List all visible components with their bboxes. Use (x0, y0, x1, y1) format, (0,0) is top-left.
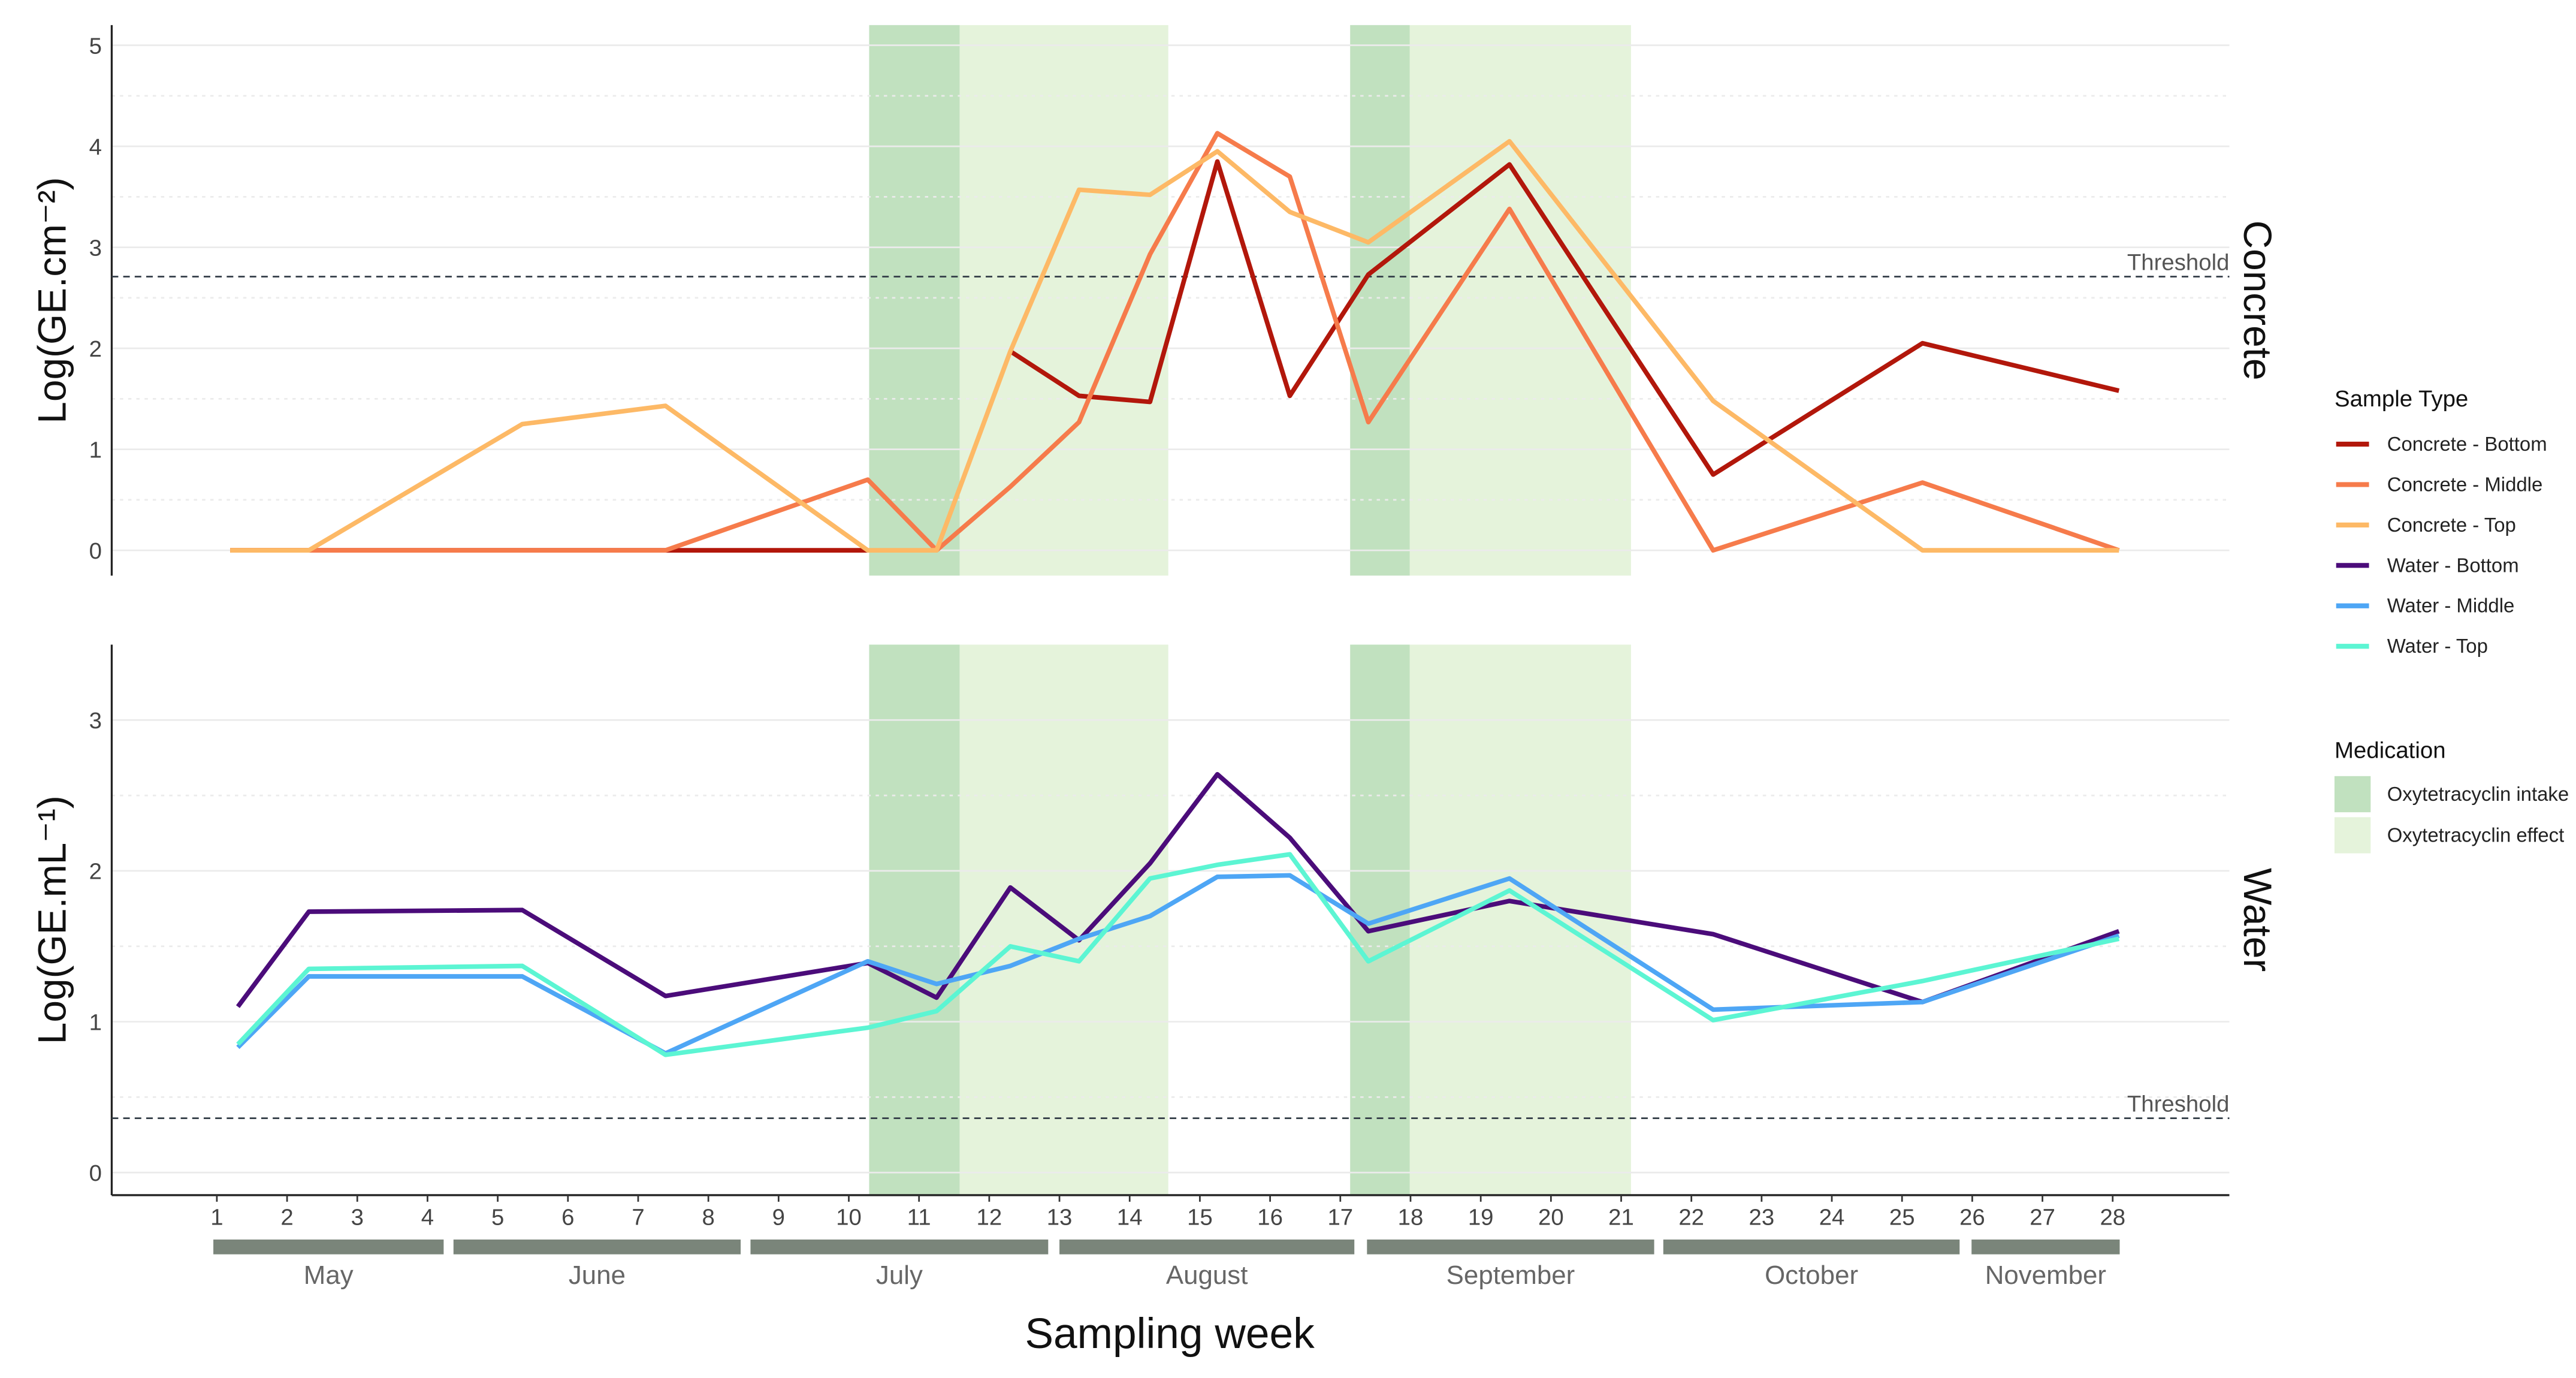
x-tick-label: 3 (351, 1204, 364, 1230)
shading-band (1409, 644, 1631, 1195)
x-tick-label: 1 (210, 1204, 223, 1230)
x-tick-label: 14 (1117, 1204, 1143, 1230)
legend-label: Concrete - Top (2387, 514, 2516, 536)
panel-water: 0 1 2 3 Threshold Log(GE.mL⁻¹) Water (30, 644, 2280, 1195)
shading-band (869, 25, 960, 576)
x-tick-label: 22 (1678, 1204, 1704, 1230)
month-bar (1367, 1239, 1654, 1255)
x-tick-label: 11 (907, 1204, 931, 1230)
x-tick-label: 26 (1959, 1204, 1985, 1230)
x-tick-label: 2 (280, 1204, 293, 1230)
x-tick-label: 24 (1819, 1204, 1845, 1230)
shading-band (1350, 25, 1410, 576)
month-label: June (569, 1261, 626, 1290)
month-label: July (876, 1261, 923, 1290)
series-line-water-bottom (235, 771, 2120, 1008)
x-tick-label: 12 (977, 1204, 1002, 1230)
x-tick-label: 8 (702, 1204, 714, 1230)
legend-label: Water - Top (2387, 635, 2488, 657)
month-bar (1663, 1239, 1960, 1255)
month-label: November (1985, 1261, 2106, 1290)
series-line-concrete-top (230, 138, 2119, 553)
x-tick-label: 17 (1327, 1204, 1353, 1230)
y-tick-label: 2 (89, 859, 102, 885)
x-tick-label: 27 (2030, 1204, 2055, 1230)
month-bar (1971, 1239, 2120, 1255)
legend-label: Concrete - Bottom (2387, 433, 2547, 455)
legend-label: Water - Bottom (2387, 554, 2519, 576)
y-tick-label: 0 (89, 1160, 102, 1186)
month-bar (213, 1239, 444, 1255)
panel-concrete: 0 1 2 3 4 5 Threshold Log(GE.cm⁻²) Concrete (30, 25, 2280, 576)
x-tick-label: 16 (1257, 1204, 1283, 1230)
series-line-water-middle (236, 873, 2120, 1056)
legend-label: Oxytetracyclin intake (2387, 783, 2569, 805)
y-tick-label: 2 (89, 336, 102, 362)
series-line-water-top (236, 852, 2120, 1057)
legend-label: Oxytetracyclin effect (2387, 824, 2565, 846)
y-tick-label: 0 (89, 538, 102, 564)
x-tick-label: 9 (772, 1204, 785, 1230)
y-tick-label: 3 (89, 708, 102, 734)
legend-swatch (2334, 776, 2371, 813)
legend: Sample Type Concrete - Bottom Concrete - M… (2334, 386, 2569, 854)
x-tick-label: 10 (836, 1204, 862, 1230)
x-tick-label: 20 (1538, 1204, 1564, 1230)
y-tick-label: 4 (89, 134, 102, 160)
legend-title-sample-type: Sample Type (2335, 386, 2468, 412)
facet-strip-label: Concrete (2236, 221, 2280, 381)
month-bar (1059, 1239, 1355, 1255)
x-tick-label: 13 (1047, 1204, 1073, 1230)
x-tick-label: 4 (421, 1204, 434, 1230)
x-tick-label: 28 (2100, 1204, 2125, 1230)
x-tick-label: 5 (491, 1204, 504, 1230)
shading-band (959, 25, 1168, 576)
x-axis-title: Sampling week (1025, 1310, 1315, 1358)
x-tick-label: 19 (1468, 1204, 1494, 1230)
month-bar (453, 1239, 741, 1255)
y-axis-title: Log(GE.cm⁻²) (30, 177, 74, 423)
x-tick-label: 25 (1889, 1204, 1915, 1230)
x-tick-label: 6 (561, 1204, 574, 1230)
month-label: September (1446, 1261, 1575, 1290)
legend-label: Water - Middle (2387, 595, 2515, 617)
x-tick-label: 7 (632, 1204, 644, 1230)
legend-title-medication: Medication (2335, 738, 2446, 764)
legend-label: Concrete - Middle (2387, 473, 2543, 495)
y-tick-label: 1 (89, 437, 102, 463)
x-tick-label: 18 (1398, 1204, 1424, 1230)
y-tick-label: 1 (89, 1009, 102, 1035)
x-tick-label: 21 (1608, 1204, 1634, 1230)
month-label: August (1166, 1261, 1248, 1290)
y-tick-label: 3 (89, 235, 102, 261)
month-bar (750, 1239, 1049, 1255)
y-tick-label: 5 (89, 33, 102, 59)
threshold-label: Threshold (2127, 1091, 2230, 1117)
month-label: October (1765, 1261, 1858, 1290)
threshold-label: Threshold (2127, 250, 2230, 276)
x-tick-label: 15 (1187, 1204, 1213, 1230)
x-tick-label: 23 (1749, 1204, 1775, 1230)
legend-swatch (2334, 817, 2371, 854)
facet-strip-label: Water (2236, 868, 2280, 972)
y-axis-title: Log(GE.mL⁻¹) (30, 795, 74, 1044)
series-line-concrete-middle (230, 131, 2120, 553)
month-label: May (304, 1261, 354, 1290)
shading-band (869, 644, 960, 1195)
series-line-concrete-bottom (230, 159, 2120, 553)
